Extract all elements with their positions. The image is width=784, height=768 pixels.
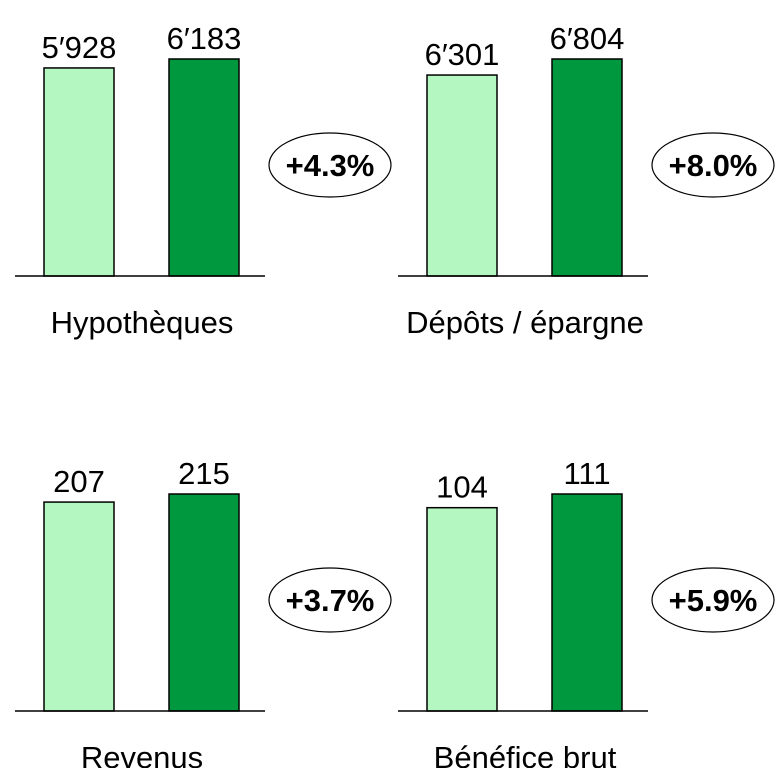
value-label: 6′183: [167, 21, 242, 56]
category-label: Revenus: [81, 740, 203, 768]
growth-ellipse: [268, 567, 392, 633]
category-label: Hypothèques: [51, 305, 234, 340]
value-label: 6′804: [550, 21, 625, 56]
growth-ellipse: [268, 132, 392, 198]
growth-label: +4.3%: [286, 148, 375, 183]
bar: [168, 493, 240, 712]
value-label: 215: [178, 456, 230, 491]
growth-ellipse: [651, 132, 775, 198]
growth-label: +5.9%: [669, 583, 758, 618]
value-label: 5′928: [42, 30, 117, 65]
category-label: Dépôts / épargne: [406, 305, 644, 340]
bar: [43, 501, 115, 712]
bar: [426, 74, 498, 277]
bar: [426, 506, 498, 712]
value-label: 207: [53, 464, 105, 499]
bar: [168, 58, 240, 277]
category-label: Bénéfice brut: [434, 740, 617, 768]
growth-label: +3.7%: [286, 583, 375, 618]
bar: [43, 67, 115, 277]
bar: [551, 493, 623, 712]
value-label: 104: [436, 470, 488, 505]
growth-label: +8.0%: [669, 148, 758, 183]
value-label: 111: [563, 456, 610, 491]
growth-ellipse: [651, 567, 775, 633]
bar: [551, 58, 623, 277]
value-label: 6′301: [425, 37, 500, 72]
